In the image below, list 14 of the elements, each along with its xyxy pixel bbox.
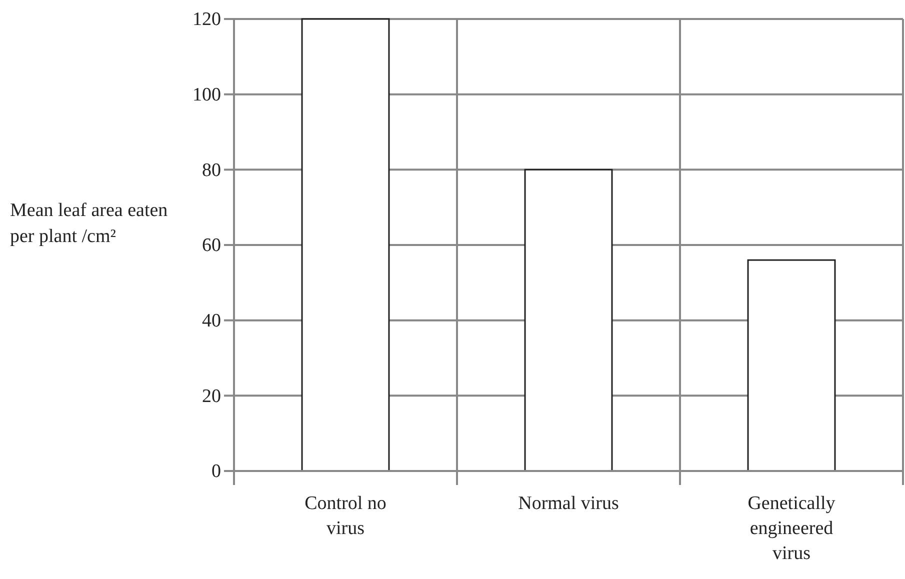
y-tick-label: 40 bbox=[202, 310, 221, 332]
y-tick-label: 80 bbox=[202, 160, 221, 181]
x-tick-label: Control no virus bbox=[304, 493, 386, 539]
y-tick-label: 20 bbox=[202, 386, 221, 407]
y-tick-label: 60 bbox=[202, 235, 221, 256]
bar bbox=[301, 18, 390, 472]
bar bbox=[524, 168, 613, 472]
y-tick-label: 120 bbox=[192, 9, 221, 30]
x-tick-label: Genetically engineered virus bbox=[748, 493, 836, 564]
y-axis-title: Mean leaf area eaten per plant /cm² bbox=[10, 200, 168, 247]
y-tick-label: 100 bbox=[192, 84, 221, 106]
x-tick-label: Normal virus bbox=[518, 493, 619, 514]
bar bbox=[747, 259, 836, 472]
y-tick-label: 0 bbox=[212, 461, 221, 482]
